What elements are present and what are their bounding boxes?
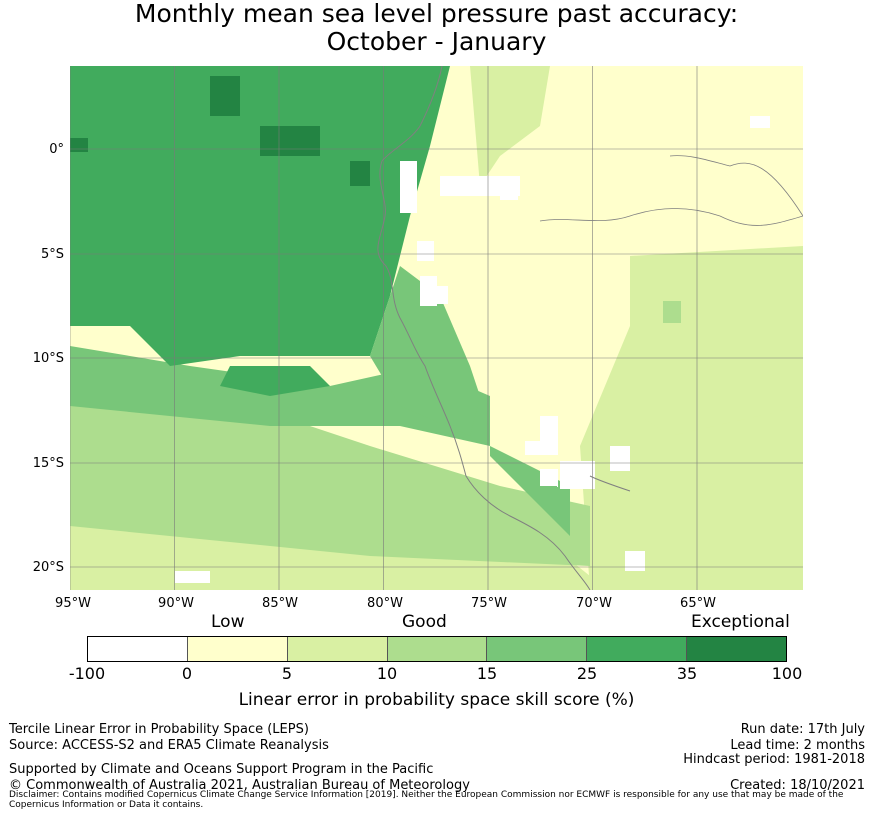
- skill-cell-white: [430, 286, 448, 304]
- footer-method: Tercile Linear Error in Probability Spac…: [9, 722, 309, 737]
- lon-label-70w: 70°W: [576, 596, 612, 611]
- skill-cell-dark: [260, 126, 320, 156]
- colorbar-category-good: Good: [402, 612, 447, 632]
- colorbar-segment-1: [88, 637, 188, 661]
- river-amazon-lower: [539, 208, 803, 226]
- lon-label-65w: 65°W: [680, 596, 716, 611]
- skill-cell-dark: [210, 76, 240, 116]
- skill-cell-lightgreen: [663, 301, 681, 323]
- lat-label-0: 0°: [49, 142, 64, 157]
- skill-region-pale-green-band: [610, 366, 803, 436]
- coastline-south-america: [377, 66, 591, 590]
- colorbar-tick: 10: [376, 664, 398, 683]
- skill-region-pale-green-north: [470, 66, 550, 186]
- footer-source: Source: ACCESS-S2 and ERA5 Climate Reana…: [9, 738, 329, 753]
- colorbar-segment-5: [487, 637, 588, 661]
- skill-map-svg: [70, 66, 803, 590]
- footer-copyright: © Commonwealth of Australia 2021, Austra…: [9, 778, 470, 793]
- footer-created: Created: 18/10/2021: [730, 778, 865, 793]
- colorbar-segment-2: [187, 637, 288, 661]
- skill-cell-white: [525, 441, 558, 455]
- skill-region-coast-green: [370, 266, 480, 436]
- colorbar-tick: 15: [476, 664, 498, 683]
- colorbar-category-exceptional: Exceptional: [691, 612, 790, 632]
- skill-cell-white: [540, 416, 558, 446]
- chart-title: Monthly mean sea level pressure past acc…: [0, 0, 873, 56]
- lon-label-75w: 75°W: [471, 596, 507, 611]
- chart-title-line2: October - January: [326, 27, 547, 56]
- lat-label-20s: 20°S: [32, 560, 64, 575]
- skill-region-green-patch: [220, 366, 330, 396]
- skill-cell-white: [500, 186, 518, 200]
- footer-support: Supported by Climate and Oceans Support …: [9, 762, 434, 777]
- river-amazon: [669, 155, 803, 217]
- skill-region-light-green-sw: [70, 396, 590, 566]
- colorbar-segment-6: [587, 637, 688, 661]
- colorbar-tick: 5: [281, 664, 293, 683]
- footer-disclaimer: Disclaimer: Contains modified Copernicus…: [9, 790, 844, 810]
- skill-map: [70, 66, 803, 590]
- lake-titicaca: [589, 475, 631, 492]
- footer-hindcast: Hindcast period: 1981-2018: [683, 752, 865, 767]
- lon-label-85w: 85°W: [262, 596, 298, 611]
- skill-cell-dark: [70, 138, 88, 152]
- skill-cell-dark: [350, 161, 370, 186]
- skill-cell-white: [417, 241, 434, 261]
- skill-cell-white: [400, 161, 417, 213]
- lat-label-10s: 10°S: [32, 351, 64, 366]
- colorbar: [87, 636, 787, 662]
- lon-label-95w: 95°W: [55, 596, 91, 611]
- lat-label-15s: 15°S: [32, 456, 64, 471]
- skill-cell-white: [540, 469, 558, 487]
- lon-label-80w: 80°W: [367, 596, 403, 611]
- colorbar-tick: 0: [181, 664, 193, 683]
- colorbar-label: Linear error in probability space skill …: [238, 690, 635, 710]
- skill-cell-green: [540, 486, 557, 500]
- lon-label-90w: 90°W: [158, 596, 194, 611]
- colorbar-category-low: Low: [211, 612, 245, 632]
- chart-title-line1: Monthly mean sea level pressure past acc…: [134, 0, 739, 28]
- colorbar-tick: 35: [676, 664, 698, 683]
- lat-label-5s: 5°S: [40, 247, 64, 262]
- colorbar-tick: 100: [771, 664, 803, 683]
- footer-lead-time: Lead time: 2 months: [730, 738, 865, 753]
- skill-cell-white: [610, 446, 630, 471]
- skill-cell-white: [625, 551, 645, 571]
- colorbar-segment-3: [287, 637, 388, 661]
- footer-run-date: Run date: 17th July: [740, 722, 865, 737]
- skill-cell-white: [560, 461, 595, 489]
- skill-cell-white: [750, 116, 770, 128]
- colorbar-segment-4: [387, 637, 488, 661]
- skill-cell-white: [175, 571, 210, 583]
- skill-region-green: [70, 66, 450, 366]
- colorbar-segment-7: [687, 637, 787, 661]
- colorbar-tick: 25: [576, 664, 598, 683]
- colorbar-tick: -100: [68, 664, 106, 683]
